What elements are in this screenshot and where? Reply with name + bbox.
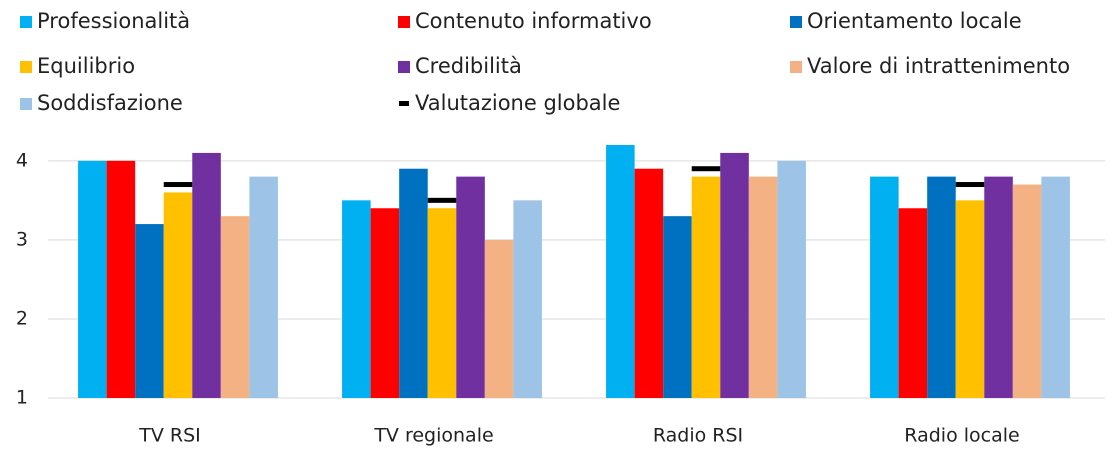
bar	[606, 145, 635, 398]
bar	[106, 160, 136, 398]
legend-swatch	[398, 61, 410, 73]
legend-swatch	[790, 16, 802, 28]
bar	[748, 176, 778, 398]
marker	[691, 166, 721, 172]
x-tick-label: Radio RSI	[653, 425, 743, 447]
bar	[898, 208, 928, 398]
bar	[984, 176, 1013, 398]
legend-swatch	[20, 61, 32, 73]
legend-swatch	[398, 16, 410, 28]
bar	[927, 176, 956, 398]
y-tick-label: 2	[16, 307, 28, 329]
legend-label: Orientamento locale	[807, 9, 1022, 33]
x-tick-label: TV regionale	[373, 425, 493, 447]
legend-label: Valutazione globale	[415, 91, 620, 115]
y-tick-label: 4	[16, 149, 28, 171]
marker	[427, 197, 457, 203]
legend-label: Professionalità	[37, 9, 190, 33]
legend-label: Equilibrio	[37, 54, 135, 78]
legend-swatch	[20, 98, 32, 110]
bar	[1041, 176, 1070, 398]
legend-swatch	[399, 101, 409, 106]
x-tick-label: TV RSI	[138, 425, 201, 447]
x-tick-label: Radio locale	[904, 425, 1019, 447]
bar	[78, 160, 107, 398]
bar	[955, 200, 985, 398]
bar	[870, 176, 899, 398]
bar	[427, 208, 457, 398]
bar	[513, 200, 542, 398]
bar	[399, 168, 428, 398]
marker	[955, 182, 985, 188]
bar	[663, 216, 692, 398]
marker	[163, 182, 193, 188]
bar	[456, 176, 485, 398]
bar	[1012, 184, 1042, 398]
y-tick-label: 1	[16, 387, 28, 409]
legend-label: Soddisfazione	[37, 91, 183, 115]
bar	[135, 224, 164, 398]
bar	[192, 152, 221, 398]
legend-swatch	[20, 16, 32, 28]
bar	[484, 239, 514, 398]
legend-label: Credibilità	[415, 54, 522, 78]
bar	[220, 216, 250, 398]
bar	[163, 192, 193, 398]
bar	[691, 176, 721, 398]
bar	[777, 160, 806, 398]
bar	[249, 176, 278, 398]
bar	[370, 208, 400, 398]
bar	[720, 152, 749, 398]
bar	[634, 168, 664, 398]
y-tick-label: 3	[16, 228, 28, 250]
bar	[342, 200, 371, 398]
legend-label: Valore di intrattenimento	[807, 54, 1070, 78]
legend-label: Contenuto informativo	[415, 9, 652, 33]
legend-swatch	[790, 61, 802, 73]
